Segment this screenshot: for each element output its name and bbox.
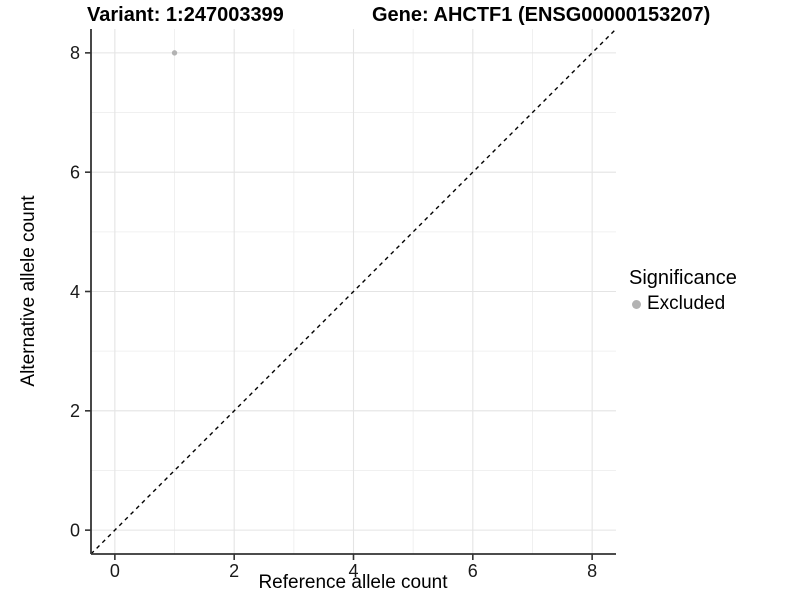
x-tick-label: 4 <box>348 561 358 581</box>
plot-title-variant: Variant: 1:247003399 <box>87 4 284 26</box>
x-axis-title: Reference allele count <box>258 572 448 593</box>
y-axis-title: Alternative allele count <box>18 195 39 387</box>
x-tick-label: 0 <box>110 561 120 581</box>
x-tick-label: 6 <box>468 561 478 581</box>
y-tick-label: 6 <box>70 162 80 182</box>
legend-point-icon <box>632 299 641 309</box>
legend-item-label: Excluded <box>647 293 726 314</box>
plot-title-gene: Gene: AHCTF1 (ENSG00000153207) <box>372 4 711 26</box>
x-tick-label: 2 <box>229 561 239 581</box>
legend-title: Significance <box>629 267 737 289</box>
legend-item-excluded: Excluded <box>629 293 737 315</box>
y-tick-label: 8 <box>70 43 80 63</box>
y-tick-label: 4 <box>70 282 80 302</box>
x-tick-label: 8 <box>587 561 597 581</box>
data-point <box>171 50 178 56</box>
y-tick-label: 2 <box>70 401 80 421</box>
y-tick-label: 0 <box>70 520 80 540</box>
legend: Significance Excluded <box>629 267 737 315</box>
identity-reference-line <box>90 28 617 555</box>
